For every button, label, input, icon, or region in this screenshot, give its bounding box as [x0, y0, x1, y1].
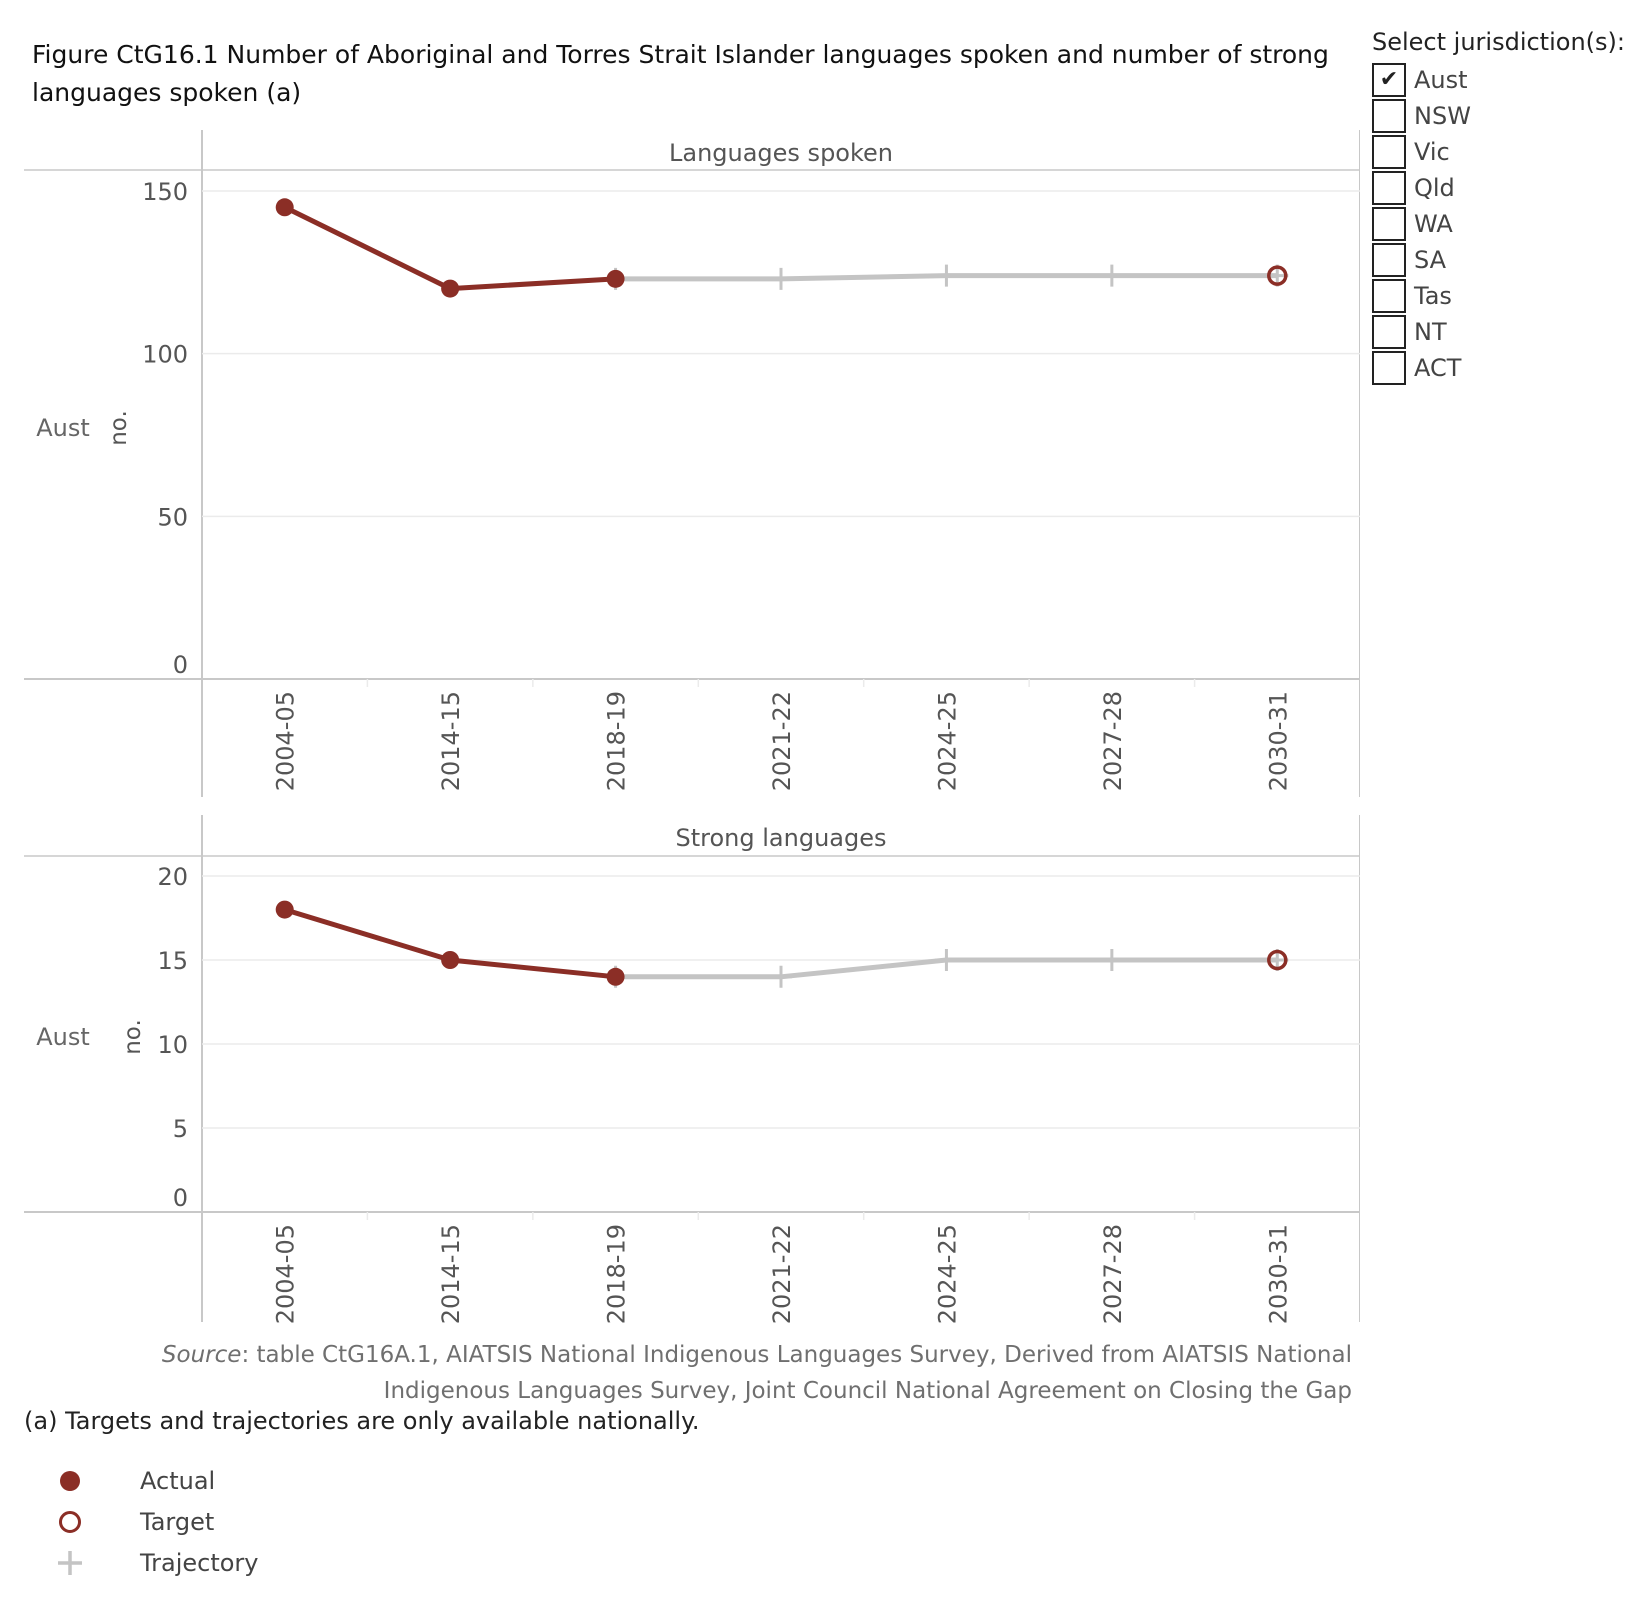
filter-option-qld[interactable]: Qld [1372, 170, 1632, 206]
actual-point [275, 198, 294, 217]
y-tick-label: 5 [173, 1115, 188, 1143]
check-icon: ✔ [1379, 67, 1399, 92]
actual-point [275, 900, 294, 919]
y-tick-label: 20 [157, 863, 188, 891]
filled-circle-icon [60, 1470, 80, 1491]
filter-list: ✔ Aust NSW Vic Qld WA SA Tas NT ACT [1372, 62, 1632, 386]
panel-title: Languages spoken [669, 139, 893, 167]
trajectory-point [935, 949, 958, 971]
checkbox[interactable] [1372, 206, 1406, 241]
actual-point [441, 951, 460, 969]
x-tick-label: 2024-25 [933, 691, 961, 791]
filter-option-label: Qld [1414, 174, 1455, 202]
x-tick-label: 2018-19 [603, 691, 631, 791]
filter-option-aust[interactable]: ✔ Aust [1372, 62, 1632, 98]
x-tick-label: 2030-31 [1264, 1224, 1292, 1324]
x-tick-label: 2014-15 [437, 1224, 465, 1324]
checkbox[interactable] [1372, 170, 1406, 205]
jurisdiction-filter: Select jurisdiction(s): ✔ Aust NSW Vic Qld WA… [1372, 28, 1632, 386]
source-body: : table CtG16A.1, AIATSIS National Indig… [241, 1342, 1352, 1404]
target-point [1267, 949, 1288, 971]
plus-icon [58, 1550, 82, 1575]
filter-option-label: Tas [1414, 282, 1452, 310]
trajectory-point [1100, 264, 1123, 287]
filter-option-wa[interactable]: WA [1372, 206, 1632, 242]
y-tick-label: 100 [142, 341, 188, 369]
filter-option-act[interactable]: ACT [1372, 350, 1632, 386]
legend-label: Trajectory [140, 1548, 259, 1577]
checkbox[interactable] [1372, 242, 1406, 277]
trajectory-point [1100, 949, 1123, 971]
filter-option-nsw[interactable]: NSW [1372, 98, 1632, 134]
checkbox[interactable] [1372, 278, 1406, 313]
row-label: Aust [36, 414, 90, 442]
y-tick-label: 150 [142, 178, 188, 206]
footnote: (a) Targets and trajectories are only av… [24, 1407, 700, 1435]
legend-label: Target [140, 1507, 215, 1536]
legend: Actual Target Trajectory [50, 1460, 259, 1583]
figure-title: Figure CtG16.1 Number of Aboriginal and … [32, 40, 1329, 107]
filter-title: Select jurisdiction(s): [1372, 28, 1625, 56]
actual-point [606, 967, 625, 986]
actual-line [283, 205, 616, 292]
x-tick-label: 2004-05 [272, 691, 300, 791]
trajectory-point [770, 267, 792, 290]
legend-label: Actual [140, 1466, 216, 1495]
source-text: Source: table CtG16A.1, AIATSIS National… [52, 1337, 1352, 1409]
checkbox[interactable] [1372, 134, 1406, 169]
checkbox[interactable]: ✔ [1372, 62, 1406, 97]
actual-point [441, 279, 460, 298]
y-tick-label: 0 [173, 1184, 188, 1212]
filter-option-label: NSW [1414, 102, 1471, 130]
actual-point [606, 269, 625, 288]
x-tick-label: 2018-19 [603, 1224, 631, 1324]
y-tick-label: 15 [157, 947, 188, 975]
x-tick-label: 2024-25 [933, 1224, 961, 1324]
y-axis-label: no. [106, 410, 132, 446]
target-point [1267, 265, 1288, 286]
checkbox[interactable] [1372, 314, 1406, 349]
y-axis-label: no. [120, 1019, 146, 1055]
y-tick-label: 50 [157, 503, 188, 531]
checkbox[interactable] [1372, 98, 1406, 133]
y-tick-label: 0 [173, 651, 188, 679]
filter-option-sa[interactable]: SA [1372, 242, 1632, 278]
legend-item-target: Target [50, 1501, 259, 1542]
trajectory-point [770, 965, 792, 988]
trajectory-point [935, 264, 958, 287]
x-tick-label: 2027-28 [1099, 691, 1127, 791]
legend-item-trajectory: Trajectory [50, 1542, 259, 1583]
x-tick-label: 2004-05 [272, 1224, 300, 1324]
legend-item-actual: Actual [50, 1460, 259, 1501]
panel-title: Strong languages [676, 824, 887, 852]
filter-option-label: NT [1414, 318, 1447, 346]
x-tick-label: 2021-22 [768, 1224, 796, 1324]
checkbox[interactable] [1372, 350, 1406, 385]
filter-option-label: Vic [1414, 138, 1450, 166]
row-label: Aust [36, 1023, 90, 1051]
filter-option-label: WA [1414, 210, 1453, 238]
filter-option-label: Aust [1414, 66, 1468, 94]
filter-option-nt[interactable]: NT [1372, 314, 1632, 350]
filter-option-tas[interactable]: Tas [1372, 278, 1632, 314]
filter-option-vic[interactable]: Vic [1372, 134, 1632, 170]
source-prefix: Source [161, 1342, 242, 1368]
x-tick-label: 2021-22 [768, 691, 796, 791]
y-tick-label: 10 [157, 1031, 188, 1059]
filter-option-label: SA [1414, 246, 1447, 274]
x-tick-label: 2030-31 [1264, 691, 1292, 791]
filter-option-label: ACT [1414, 354, 1462, 382]
x-tick-label: 2014-15 [437, 691, 465, 791]
x-tick-label: 2027-28 [1099, 1224, 1127, 1324]
open-circle-icon [59, 1510, 81, 1533]
